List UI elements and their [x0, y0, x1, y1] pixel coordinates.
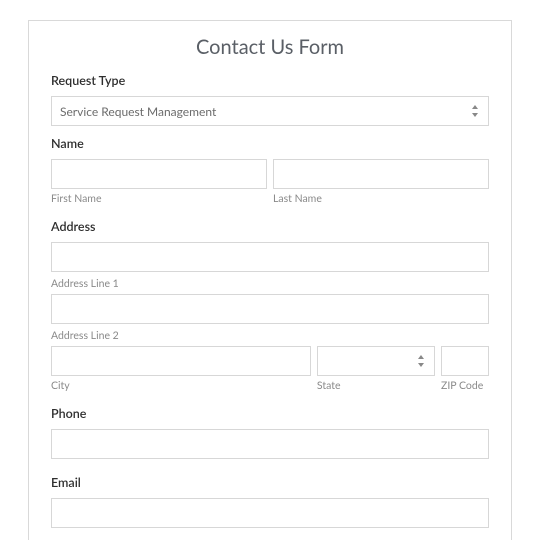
first-name-input[interactable]	[51, 159, 267, 189]
address-line1-input[interactable]	[51, 242, 489, 272]
address-line2-input[interactable]	[51, 294, 489, 324]
phone-label: Phone	[51, 406, 489, 421]
last-name-sublabel: Last Name	[273, 193, 489, 205]
first-name-sublabel: First Name	[51, 193, 267, 205]
state-select[interactable]	[317, 346, 435, 376]
form-title: Contact Us Form	[51, 35, 489, 59]
state-sublabel: State	[317, 380, 435, 392]
phone-input[interactable]	[51, 429, 489, 459]
address-line2-sublabel: Address Line 2	[51, 330, 489, 342]
request-type-label: Request Type	[51, 73, 489, 88]
last-name-input[interactable]	[273, 159, 489, 189]
email-label: Email	[51, 475, 489, 490]
chevron-sort-icon	[418, 355, 426, 367]
name-label: Name	[51, 136, 489, 151]
zip-sublabel: ZIP Code	[441, 380, 489, 392]
address-label: Address	[51, 219, 489, 234]
city-sublabel: City	[51, 380, 311, 392]
zip-input[interactable]	[441, 346, 489, 376]
chevron-sort-icon	[472, 105, 480, 117]
request-type-select[interactable]: Service Request Management	[51, 96, 489, 126]
email-input[interactable]	[51, 498, 489, 528]
city-input[interactable]	[51, 346, 311, 376]
request-type-selected: Service Request Management	[60, 104, 216, 119]
contact-form-card: Contact Us Form Request Type Service Req…	[28, 20, 512, 540]
address-line1-sublabel: Address Line 1	[51, 278, 489, 290]
